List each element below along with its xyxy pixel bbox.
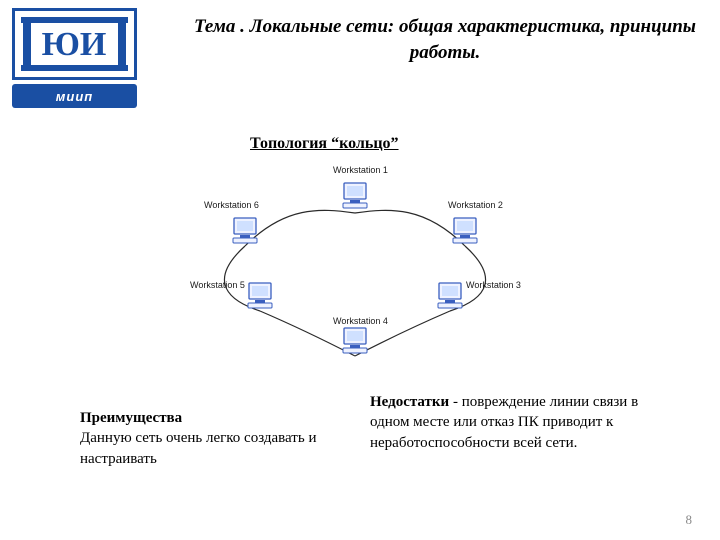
page-number: 8 [686,512,693,528]
ws1-label: Workstation 1 [333,165,388,175]
logo-top-text: ЮИ [42,26,107,63]
ring-svg [190,158,520,368]
ws-node [233,183,477,353]
logo-caption: миип [12,84,137,108]
logo-emblem-svg: ЮИ [15,11,134,77]
logo-caption-text: миип [56,89,93,104]
advantages-block: Преимущества Данную сеть очень легко соз… [80,408,330,469]
ws6-label: Workstation 6 [204,200,259,210]
ring-topology-diagram: Workstation 1 Workstation 2 Workstation … [190,158,520,368]
advantages-heading: Преимущества [80,410,182,426]
disadvantages-heading: Недостатки [370,394,449,410]
ws5-label: Workstation 5 [190,280,245,290]
ws4-label: Workstation 4 [333,316,388,326]
logo-block: ЮИ миип [12,8,137,108]
disadvantages-block: Недостатки - повреждение линии связи в о… [370,392,680,453]
ws3-label: Workstation 3 [466,280,521,290]
logo-emblem: ЮИ [12,8,137,80]
slide-title: Тема . Локальные сети: общая характерист… [190,14,700,65]
diagram-subtitle: Топология “кольцо” [250,135,399,153]
ws2-label: Workstation 2 [448,200,503,210]
advantages-body: Данную сеть очень легко создавать и наст… [80,430,316,466]
